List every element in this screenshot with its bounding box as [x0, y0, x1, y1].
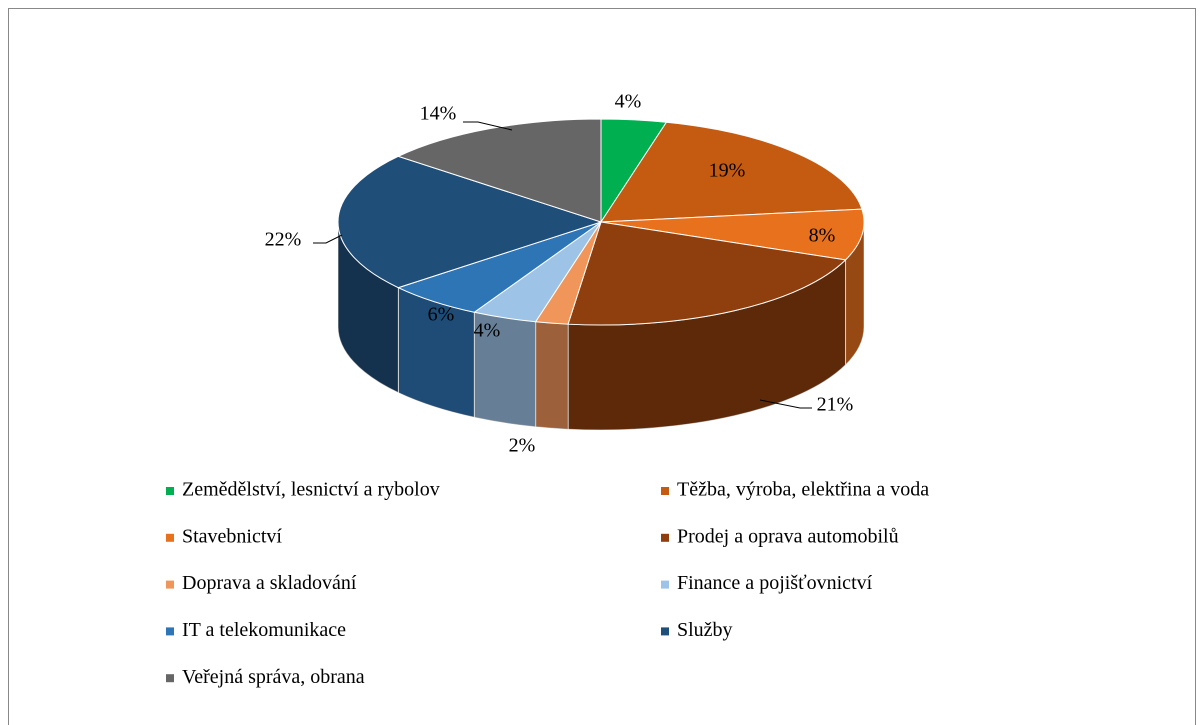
data-label: 22% [265, 229, 302, 251]
data-label: 21% [817, 394, 854, 416]
pie-slice [337, 155, 603, 289]
pie-slice [600, 121, 863, 223]
pie-side-shade [845, 222, 864, 365]
legend-swatch [166, 627, 174, 636]
data-labels: 4% 19% 8% 21% 2% 4% 6% 22% 14% [265, 91, 854, 457]
data-label: 2% [509, 435, 536, 457]
legend-swatch [661, 627, 669, 636]
pie-side-shade [398, 287, 475, 418]
data-label: 4% [474, 320, 501, 342]
legend-label: Zemědělství, lesnictví a rybolov [182, 479, 440, 501]
legend-swatch [166, 487, 174, 495]
pie-tops [337, 118, 865, 326]
pie-slice [397, 118, 602, 223]
data-label: 8% [809, 225, 836, 247]
leader-line [759, 399, 812, 409]
legend-swatch [166, 580, 174, 589]
legend-label: Finance a pojišťovnictví [677, 572, 873, 594]
pie-side-shade [338, 222, 399, 393]
legend-swatch [166, 533, 174, 542]
data-label: 4% [615, 91, 642, 113]
legend-label: Stavebnictví [182, 525, 282, 547]
legend-label: IT a telekomunikace [182, 619, 346, 641]
pie-side-shade [568, 259, 846, 430]
data-label: 19% [709, 160, 746, 182]
legend-label: Doprava a skladování [182, 572, 357, 594]
pie-side-shade [535, 321, 569, 430]
pie-slice [600, 208, 865, 261]
data-label: 14% [420, 103, 457, 125]
legend: Zemědělství, lesnictví a rybolov Těžba, v… [166, 479, 929, 688]
legend-label: Prodej a oprava automobilů [677, 525, 899, 547]
data-label: 6% [428, 304, 455, 326]
pie-sides [337, 221, 865, 431]
legend-swatch [661, 487, 669, 495]
legend-swatch [166, 674, 174, 683]
legend-swatch [661, 580, 669, 589]
legend-swatch [661, 533, 669, 542]
pie-slice [567, 221, 847, 326]
leader-line [463, 121, 513, 131]
legend-label: Veřejná správa, obrana [182, 666, 365, 688]
pie-side-shade [474, 312, 536, 427]
leader-line [313, 234, 343, 244]
legend-label: Služby [677, 619, 733, 641]
legend-label: Těžba, výroba, elektřina a voda [677, 479, 929, 501]
